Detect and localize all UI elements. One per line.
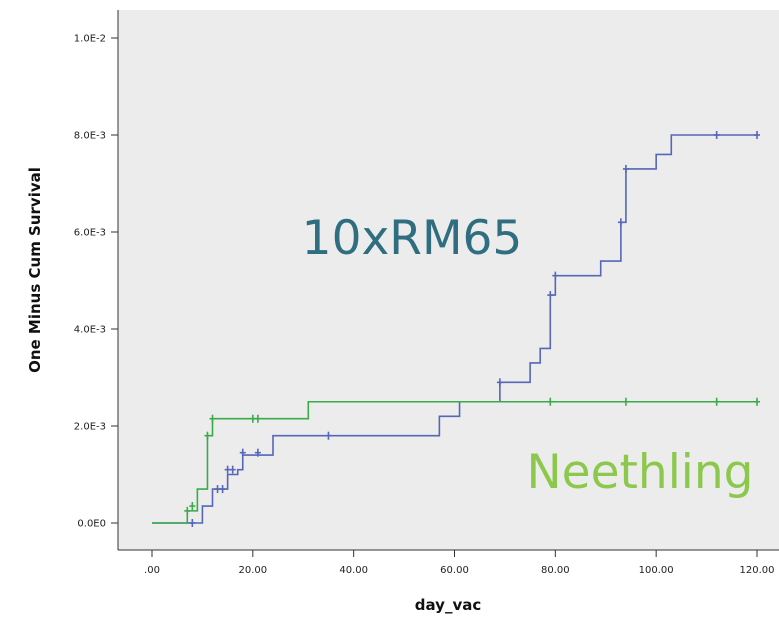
censor-mark-10xrm65 [189,519,196,527]
censor-mark-neethling [622,397,629,406]
x-axis-title: day_vac [415,596,481,614]
censor-mark-neethling [713,397,720,406]
annotation-10xrm65: 10xRM65 [302,211,523,266]
censor-mark-10xrm65 [754,131,760,139]
x-tick-label: 60.00 [440,565,469,576]
y-ticks: 0.0E0 2.0E-3 4.0E-3 6.0E-3 8.0E-3 1.0E-2 [74,34,118,530]
censor-mark-neethling [209,414,216,423]
censor-mark-neethling [754,397,760,406]
x-tick-label: 120.00 [740,565,775,576]
x-tick-label: 40.00 [339,565,368,576]
x-tick-label: 20.00 [239,565,268,576]
y-tick-label: 8.0E-3 [74,131,106,142]
censor-mark-10xrm65 [552,271,559,280]
censor-mark-neethling [204,431,211,440]
y-tick-label: 6.0E-3 [74,228,106,239]
censor-mark-10xrm65 [254,448,261,457]
censor-mark-10xrm65 [229,465,236,474]
censor-mark-neethling [547,397,554,406]
plot-background [118,10,779,550]
y-tick-label: 4.0E-3 [74,325,106,336]
censor-mark-10xrm65 [219,485,226,494]
censor-mark-neethling [249,414,256,423]
censor-mark-neethling [254,414,261,423]
x-tick-label: 80.00 [541,565,570,576]
y-tick-label: 2.0E-3 [74,422,106,433]
y-tick-label: 0.0E0 [77,519,106,530]
censor-mark-10xrm65 [224,465,231,474]
censor-mark-10xrm65 [239,448,246,457]
x-tick-label: .00 [144,565,160,576]
censor-mark-10xrm65 [617,218,624,227]
censor-mark-10xrm65 [325,431,332,440]
y-axis-title: One Minus Cum Survival [26,167,44,373]
series-line-10xrm65 [152,134,757,524]
censor-marks-layer [184,131,760,527]
y-tick-label: 1.0E-2 [74,34,106,45]
censor-mark-10xrm65 [622,164,629,173]
censor-mark-10xrm65 [547,291,554,300]
annotation-neethling: Neethling [527,445,754,500]
censor-mark-10xrm65 [496,378,503,387]
censor-mark-10xrm65 [713,131,720,139]
x-tick-label: 100.00 [639,565,674,576]
x-ticks: .00 20.00 40.00 60.00 80.00 100.00 120.00 [144,550,775,576]
censor-mark-neethling [189,502,196,511]
censor-mark-10xrm65 [214,485,221,494]
censor-mark-neethling [184,506,191,515]
